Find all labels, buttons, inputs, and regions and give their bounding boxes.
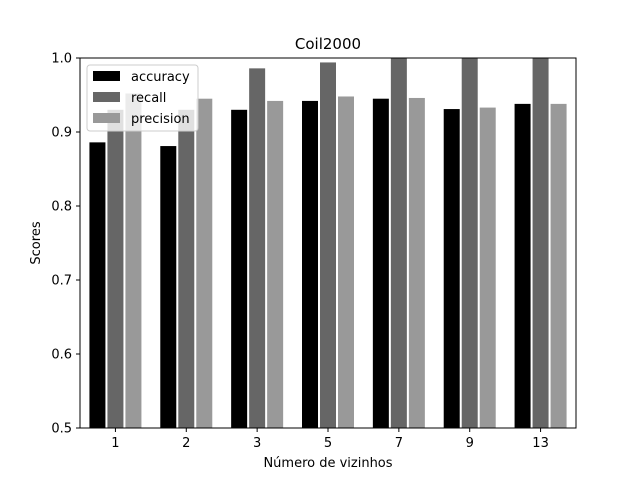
- x-axis: 1 2 3 5 7 9 13: [111, 428, 549, 451]
- y-tick-label: 1.0: [51, 52, 72, 67]
- legend-swatch-recall: [93, 92, 120, 102]
- legend-label-precision: precision: [131, 112, 190, 127]
- bar-precision-3: [267, 100, 284, 429]
- chart-title: Coil2000: [295, 35, 361, 53]
- y-tick-label: 0.8: [51, 200, 72, 215]
- bar-precision-13: [550, 103, 567, 428]
- y-axis: 0.5 0.6 0.7 0.8 0.9 1.0: [51, 52, 80, 437]
- bars-group: [89, 58, 567, 429]
- legend-swatch-accuracy: [93, 71, 120, 81]
- bar-precision-1: [125, 93, 142, 429]
- bar-accuracy-9: [443, 109, 460, 428]
- bar-recall-5: [320, 62, 336, 428]
- y-tick-label: 0.7: [51, 274, 72, 289]
- bar-precision-7: [408, 97, 425, 429]
- y-tick-label: 0.6: [51, 348, 72, 363]
- bar-precision-9: [479, 107, 496, 428]
- x-tick-label: 2: [182, 436, 190, 451]
- x-tick-label: 7: [395, 436, 403, 451]
- bar-accuracy-1: [89, 142, 106, 429]
- x-tick-label: 3: [253, 436, 261, 451]
- x-tick-label: 13: [532, 436, 549, 451]
- x-tick-label: 9: [466, 436, 474, 451]
- bar-recall-2: [178, 109, 195, 429]
- x-axis-label: Número de vizinhos: [263, 456, 392, 471]
- bar-accuracy-7: [372, 98, 389, 428]
- bar-precision-2: [196, 98, 213, 428]
- legend-swatch-precision: [93, 113, 120, 123]
- bar-recall-3: [249, 68, 266, 429]
- legend-label-accuracy: accuracy: [131, 70, 190, 85]
- legend-label-recall: recall: [131, 91, 166, 106]
- y-axis-label: Scores: [29, 221, 44, 264]
- bar-accuracy-5: [302, 100, 318, 429]
- bar-precision-5: [338, 96, 354, 428]
- legend: accuracy recall precision: [86, 64, 199, 132]
- bar-recall-7: [390, 58, 407, 428]
- y-tick-label: 0.9: [51, 126, 72, 141]
- bar-recall-13: [532, 58, 549, 428]
- bar-accuracy-2: [160, 146, 177, 428]
- bar-accuracy-3: [231, 109, 248, 429]
- x-tick-label: 1: [111, 436, 119, 451]
- y-tick-label: 0.5: [51, 422, 72, 437]
- x-tick-label: 5: [324, 436, 332, 451]
- bar-recall-1: [107, 109, 124, 429]
- bar-recall-9: [461, 58, 478, 428]
- bar-accuracy-13: [514, 103, 531, 428]
